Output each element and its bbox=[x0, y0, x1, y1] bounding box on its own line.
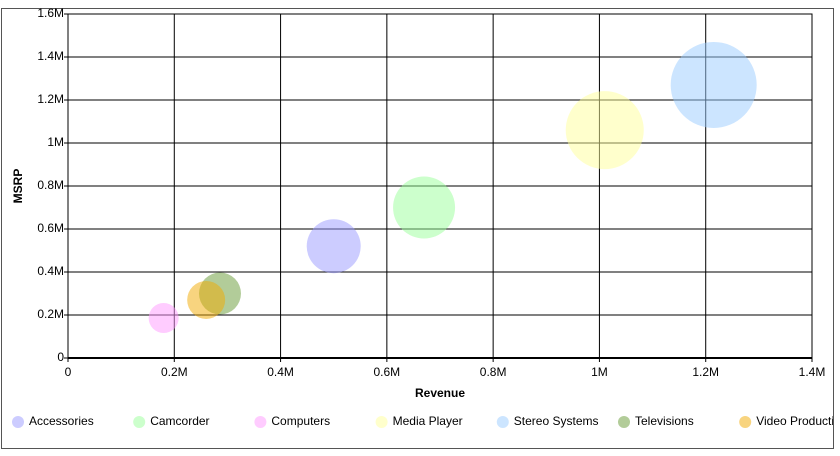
legend-label: Televisions bbox=[635, 414, 694, 428]
x-axis-title: Revenue bbox=[415, 386, 465, 400]
x-tick-label: 1.2M bbox=[692, 365, 719, 379]
bubble bbox=[565, 91, 644, 170]
y-axis-title: MSRP bbox=[11, 169, 25, 204]
x-tick-label: 0.6M bbox=[374, 365, 401, 379]
bubble bbox=[306, 219, 361, 274]
legend-label: Computers bbox=[271, 414, 330, 428]
legend-label: Camcorder bbox=[150, 414, 209, 428]
legend-marker bbox=[618, 416, 630, 428]
frame-edge bbox=[833, 0, 840, 456]
y-tick-label: 0.4M bbox=[37, 264, 64, 278]
legend-marker bbox=[254, 416, 267, 428]
x-tick-label: 0 bbox=[65, 365, 72, 379]
legend-label: Stereo Systems bbox=[514, 414, 599, 428]
legend-marker bbox=[375, 416, 388, 428]
legend-label: Accessories bbox=[29, 414, 94, 428]
legend-marker bbox=[12, 416, 24, 428]
x-tick-label: 1.4M bbox=[799, 365, 826, 379]
bubble bbox=[187, 280, 226, 319]
y-tick-label: 1.4M bbox=[37, 49, 64, 63]
y-tick-label: 0.2M bbox=[37, 307, 64, 321]
bubble bbox=[393, 176, 456, 239]
legend-marker bbox=[496, 416, 509, 428]
y-tick-label: 0.8M bbox=[37, 178, 64, 192]
legend-marker bbox=[133, 416, 146, 428]
legend-marker bbox=[739, 416, 752, 428]
y-tick-label: 0 bbox=[57, 350, 64, 364]
y-tick-label: 1.2M bbox=[37, 92, 64, 106]
y-tick-label: 1.6M bbox=[37, 6, 64, 20]
legend-label: Video Production bbox=[756, 414, 840, 428]
x-tick-label: 1M bbox=[591, 365, 608, 379]
bubble bbox=[670, 41, 757, 128]
y-tick-label: 0.6M bbox=[37, 221, 64, 235]
x-tick-label: 0.2M bbox=[161, 365, 188, 379]
legend-label: Media Player bbox=[393, 414, 463, 428]
x-tick-label: 0.8M bbox=[480, 365, 507, 379]
x-tick-label: 0.4M bbox=[267, 365, 294, 379]
y-tick-label: 1M bbox=[47, 135, 64, 149]
bubble bbox=[148, 303, 179, 334]
